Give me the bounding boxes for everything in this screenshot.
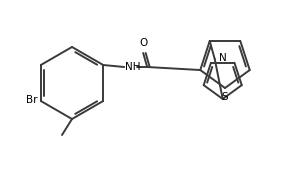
Text: O: O [139,38,147,48]
Text: S: S [222,92,228,102]
Text: N: N [219,53,227,63]
Text: Br: Br [26,95,38,105]
Text: NH: NH [125,62,141,72]
